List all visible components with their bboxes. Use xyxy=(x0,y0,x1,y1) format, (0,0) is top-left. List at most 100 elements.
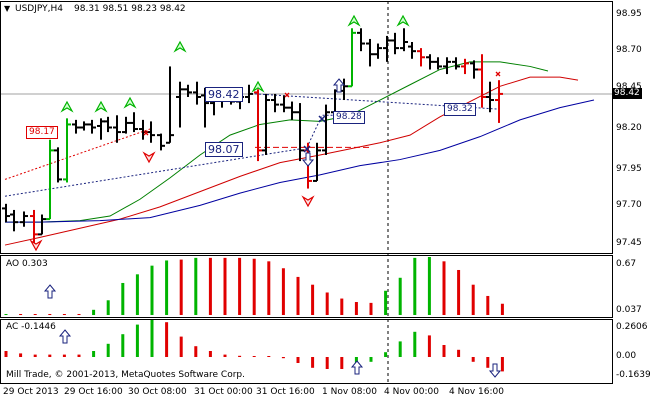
signal-up-arrow-icon xyxy=(58,329,72,344)
price-label-box: 98.17 xyxy=(26,126,58,139)
ao-bar xyxy=(252,258,256,315)
ao-bar xyxy=(369,302,373,315)
ac-bar xyxy=(340,357,344,369)
time-axis-label: 4 Nov 00:00 xyxy=(384,387,439,397)
price-tick: 98.45 xyxy=(616,82,642,92)
ao-bar xyxy=(281,268,285,315)
ma-line-blue xyxy=(5,99,595,223)
ao-bar xyxy=(19,314,23,315)
ac-bar xyxy=(92,351,96,357)
signal-up-arrow-icon xyxy=(43,284,57,299)
time-axis-label: 29 Oct 2013 xyxy=(3,387,59,397)
ac-bar xyxy=(19,353,23,357)
ac-bar xyxy=(471,357,475,362)
price-label-box: 98.42 xyxy=(205,87,243,102)
ao-bar xyxy=(486,295,490,315)
price-label-box: 98.28 xyxy=(333,111,365,124)
ac-bar xyxy=(311,357,315,368)
ac-bar xyxy=(369,357,373,362)
ac-pane-border xyxy=(0,319,613,384)
ao-bar xyxy=(33,314,37,315)
ao-bar xyxy=(179,259,183,315)
ac-bar xyxy=(62,354,66,357)
ao-indicator-title: AO 0.303 xyxy=(6,259,48,269)
ac-bar xyxy=(33,354,37,357)
ao-bar xyxy=(296,276,300,315)
signal-down-arrow-icon xyxy=(488,363,502,378)
ac-bar xyxy=(442,345,446,357)
ao-bar xyxy=(238,257,242,315)
fractal-down-arrow-icon xyxy=(301,195,315,208)
dotted-trend-line xyxy=(4,128,151,180)
ao-bar xyxy=(48,314,52,315)
time-axis-label: 31 Oct 00:00 xyxy=(194,387,253,397)
ac-bar xyxy=(427,335,431,357)
cross-marker-icon xyxy=(284,92,290,98)
ao-bar xyxy=(92,309,96,315)
ao-bar xyxy=(121,282,125,315)
ac-bar xyxy=(106,343,110,357)
ac-bar xyxy=(223,354,227,357)
ohlc-bars xyxy=(2,28,503,246)
current-price-tag: 98.42 xyxy=(612,88,642,99)
ao-bar xyxy=(165,260,169,315)
ao-bar xyxy=(62,314,66,315)
time-axis-label: 4 Nov 16:00 xyxy=(449,387,504,397)
ao-bar xyxy=(106,300,110,315)
time-axis-label: 29 Oct 16:00 xyxy=(64,387,123,397)
ac-bar xyxy=(267,356,271,357)
ao-bar xyxy=(194,257,198,315)
ao-bar xyxy=(354,302,358,315)
price-tick: 98.20 xyxy=(616,123,642,133)
ac-bar xyxy=(384,352,388,357)
time-axis-label: 1 Nov 08:00 xyxy=(322,387,377,397)
ac-scale-tick: 0.00 xyxy=(616,351,637,361)
ac-bar xyxy=(194,346,198,357)
ao-pane-border xyxy=(0,255,613,318)
price-tick: 97.45 xyxy=(616,238,642,248)
ac-bar xyxy=(398,341,402,357)
fractal-up-arrow-icon xyxy=(60,100,74,113)
ac-bar xyxy=(486,357,490,368)
chart-symbol-title: USDJPY,H4 xyxy=(15,4,63,14)
ao-bar xyxy=(325,292,329,315)
fractal-up-arrow-icon xyxy=(396,14,410,27)
moving-averages xyxy=(4,61,595,246)
ac-scale-tick: -0.1639 xyxy=(616,370,650,380)
ao-bar xyxy=(398,277,402,315)
main-pane-border xyxy=(0,1,613,254)
signal-up-arrow-icon xyxy=(332,78,346,93)
ao-bar xyxy=(208,257,212,315)
price-tick: 98.70 xyxy=(616,45,642,55)
price-tick: 97.95 xyxy=(616,164,642,174)
ao-bar xyxy=(442,261,446,315)
ac-bar xyxy=(500,357,504,372)
cross-marker-icon xyxy=(143,130,149,136)
ac-bar xyxy=(296,357,300,363)
fractal-markers xyxy=(29,14,501,252)
fractal-down-arrow-icon xyxy=(29,239,43,252)
fractal-up-arrow-icon xyxy=(347,14,361,27)
price-label-box: 98.32 xyxy=(444,103,476,116)
ac-bar xyxy=(150,319,154,357)
ao-bar xyxy=(267,261,271,315)
ao-bar xyxy=(457,269,461,315)
ao-bar xyxy=(4,314,8,315)
time-axis-label: 31 Oct 16:00 xyxy=(256,387,315,397)
ac-histogram xyxy=(4,319,504,378)
ma-line-green xyxy=(5,61,549,223)
ac-bar xyxy=(4,351,8,357)
ao-bar xyxy=(135,274,139,315)
chart-grid xyxy=(1,1,612,383)
fractal-up-arrow-icon xyxy=(123,96,137,109)
chart-menu-icon[interactable]: ▼ xyxy=(4,4,11,13)
ac-bar xyxy=(135,324,139,357)
ma-line-red xyxy=(4,76,579,246)
ao-bar xyxy=(471,284,475,315)
ac-bar xyxy=(121,334,125,357)
fractal-up-arrow-icon xyxy=(94,100,108,113)
cross-marker-icon xyxy=(495,71,501,77)
ao-scale-tick: 0.037 xyxy=(616,305,642,315)
zigzag-point-marker-icon xyxy=(318,115,326,123)
